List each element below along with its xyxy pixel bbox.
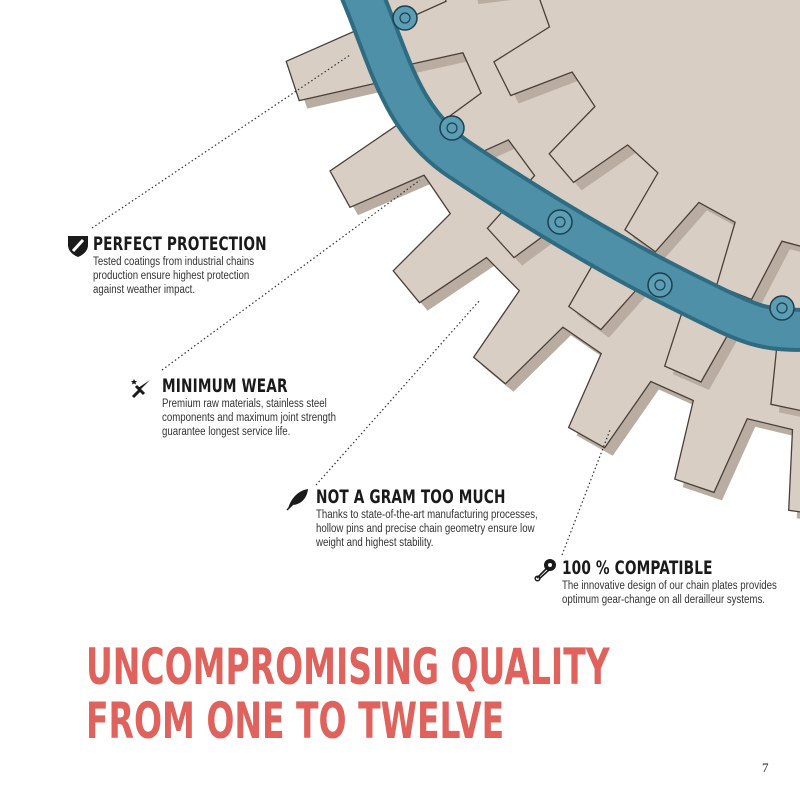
feature-description-line: production ensure highest protection xyxy=(93,270,250,282)
callout-line-wear xyxy=(161,179,421,371)
feature-description-line: guarantee longest service life. xyxy=(162,426,291,438)
callout-line-protection xyxy=(91,54,351,229)
chain-pin xyxy=(769,295,795,321)
chain-pin-hole xyxy=(654,279,666,291)
feature-title: MINIMUM WEAR xyxy=(162,375,288,397)
page-number: 7 xyxy=(762,760,769,775)
chain-pin-hole xyxy=(776,302,788,314)
feature-description-line: hollow pins and precise chain geometry e… xyxy=(316,523,535,535)
cassette-gears xyxy=(285,0,800,519)
sword-icon xyxy=(131,379,150,399)
feature-description-line: components and maximum joint strength xyxy=(162,412,336,424)
chain-pin xyxy=(547,209,573,235)
feature-description-line: The innovative design of our chain plate… xyxy=(562,580,777,592)
headline: UNCOMPROMISING QUALITY FROM ONE TO TWELV… xyxy=(86,640,610,748)
chain-pin xyxy=(439,115,465,141)
safety-pin-icon xyxy=(534,559,556,582)
feature-description-line: optimum gear-change on all derailleur sy… xyxy=(562,594,765,606)
feature-title: NOT A GRAM TOO MUCH xyxy=(316,486,506,508)
chain-pin-hole xyxy=(554,216,566,228)
chain-pin-hole xyxy=(446,122,458,134)
feature-description-line: Thanks to state-of-the-art manufacturing… xyxy=(316,509,538,521)
feature-title: 100 % COMPATIBLE xyxy=(562,557,713,579)
callout-line-weight xyxy=(315,299,481,486)
callout-lines xyxy=(91,54,611,556)
feature-description-line: weight and highest stability. xyxy=(316,537,434,549)
feather-icon xyxy=(286,489,308,511)
chain-pin xyxy=(647,272,673,298)
headline-line-2: FROM ONE TO TWELVE xyxy=(86,692,505,750)
bike-chain xyxy=(340,0,800,352)
chain-pin-hole xyxy=(399,12,411,24)
feature-description-line: Tested coatings from industrial chains xyxy=(93,256,255,268)
feature-description-line: against weather impact. xyxy=(93,284,196,296)
chain-pin xyxy=(392,5,418,31)
headline-line-1: UNCOMPROMISING QUALITY xyxy=(86,638,610,696)
feature-description-line: Premium raw materials, stainless steel xyxy=(162,398,327,410)
feature-title: PERFECT PROTECTION xyxy=(93,233,267,255)
gear-inner xyxy=(493,0,800,301)
shield-icon xyxy=(68,236,88,257)
